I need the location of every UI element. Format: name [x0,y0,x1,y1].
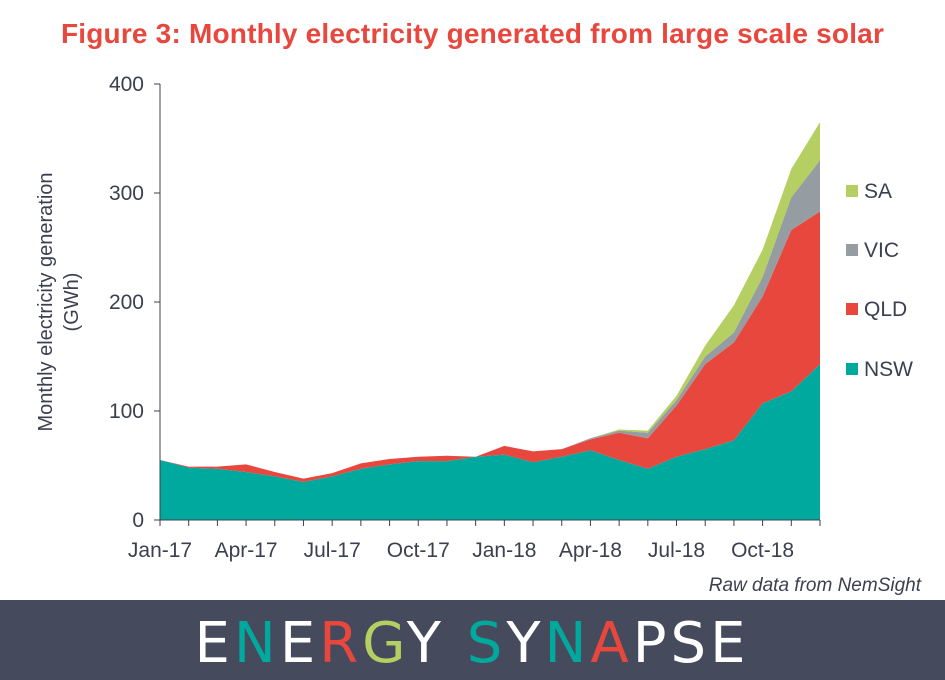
legend-label-vic: VIC [864,239,899,262]
legend: SA VIC QLD NSW [846,180,913,381]
legend-swatch-vic [846,244,858,256]
legend-swatch-qld [846,303,858,315]
x-tick-label: Oct-18 [731,539,794,562]
x-tick-label: Apr-18 [559,539,622,562]
y-tick-label: 0 [132,509,144,532]
legend-label-sa: SA [864,180,892,203]
y-tick-label: 100 [109,400,144,423]
brand-footer: ENERGY SYNAPSE [0,600,945,680]
x-tick-label: Oct-17 [387,539,450,562]
x-axis-ticks: Jan-17 Apr-17 Jul-17 Oct-17 Jan-18 Apr-18 Jul-… [128,520,821,562]
y-tick-label: 400 [109,73,144,96]
brand-wordmark: ENERGY SYNAPSE [195,611,750,676]
y-axis-ticks: 0 100 200 300 400 [109,73,160,532]
area-nsw [160,364,820,520]
x-tick-label: Jul-17 [304,539,361,562]
y-axis-title: Monthly electricity generation (GWh) [35,172,83,431]
chart-title: Figure 3: Monthly electricity generated … [60,18,885,49]
x-tick-label: Jan-18 [472,539,536,562]
y-axis-label: Monthly electricity generation (GWh) [35,172,83,431]
source-note: Raw data from NemSight [708,575,921,596]
legend-label-qld: QLD [864,298,907,321]
x-tick-label: Apr-17 [215,539,278,562]
legend-swatch-sa [846,185,858,197]
x-tick-label: Jul-18 [648,539,705,562]
brand-logo: ENERGY SYNAPSE [195,611,750,676]
y-tick-label: 300 [109,182,144,205]
x-tick-label: Jan-17 [128,539,192,562]
series-areas [160,122,820,520]
legend-swatch-nsw [846,363,858,375]
y-tick-label: 200 [109,291,144,314]
legend-label-nsw: NSW [864,358,913,381]
